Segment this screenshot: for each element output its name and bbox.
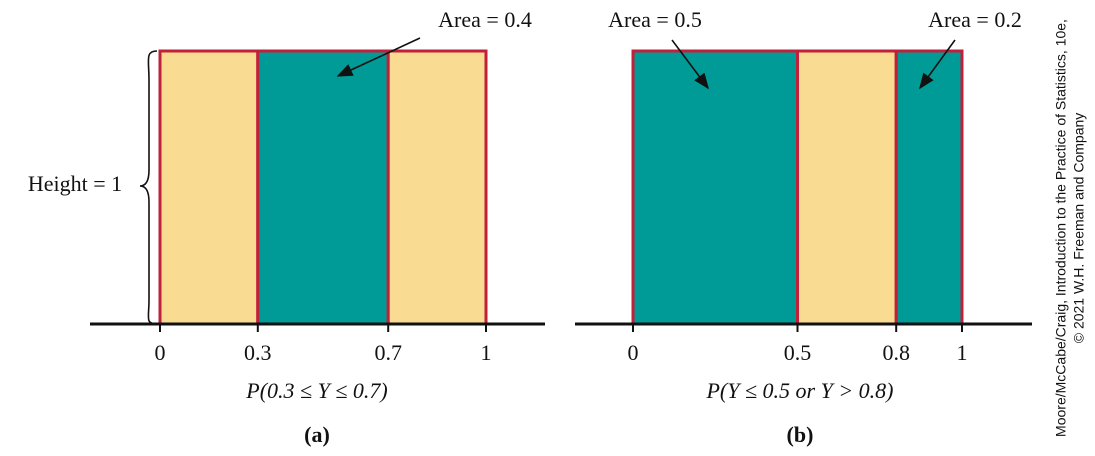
- tick-label: 1: [957, 340, 968, 365]
- tick-label: 0.5: [784, 340, 812, 365]
- region: [796, 49, 898, 326]
- formula: P(0.3 ≤ Y ≤ 0.7): [245, 378, 387, 403]
- credit-line: © 2021 W.H. Freeman and Company: [1071, 113, 1087, 344]
- arrow: [919, 39, 956, 90]
- region: [631, 49, 799, 326]
- area-label: Area = 0.2: [928, 7, 1022, 32]
- area-label: Area = 0.4: [438, 7, 532, 32]
- brace: [139, 50, 158, 325]
- tick-label: 0.8: [882, 340, 910, 365]
- region: [256, 49, 390, 326]
- credit-line: Moore/McCabe/Craig, Introduction to the …: [1053, 19, 1069, 437]
- panel-tag: (b): [787, 422, 814, 447]
- tick-label: 0: [628, 340, 639, 365]
- credit: Moore/McCabe/Craig, Introduction to the …: [1053, 19, 1087, 437]
- formula: P(Y ≤ 0.5 or Y > 0.8): [705, 378, 893, 403]
- region: [386, 49, 488, 326]
- tick-label: 0.7: [374, 340, 402, 365]
- region: [158, 49, 260, 326]
- area-label: Area = 0.5: [608, 7, 702, 32]
- arrow: [671, 39, 709, 90]
- panel-tag: (a): [304, 422, 330, 447]
- arrow: [336, 37, 421, 77]
- tick-label: 0.3: [244, 340, 272, 365]
- region: [894, 49, 964, 326]
- height-label: Height = 1: [28, 171, 122, 196]
- tick-label: 1: [481, 340, 492, 365]
- tick-label: 0: [155, 340, 166, 365]
